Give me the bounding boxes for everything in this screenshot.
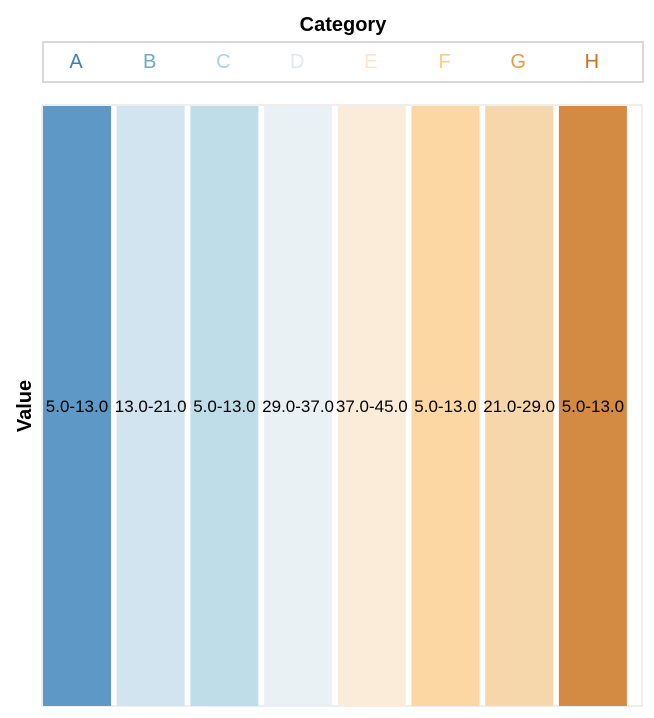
cell-label-d: 29.0-37.0 [262,397,334,416]
heatmap-cell-e [337,106,406,706]
cell-label-b: 13.0-21.0 [115,397,187,416]
cell-label-e: 37.0-45.0 [336,397,408,416]
legend: A B C D E F G H [42,41,644,83]
cell-label-c: 5.0-13.0 [193,397,255,416]
heatmap-cell-b [116,106,185,706]
cell-label-h: 5.0-13.0 [562,397,624,416]
y-axis-label: Value [14,380,36,432]
legend-item-h: H [585,51,599,73]
cell-label-g: 21.0-29.0 [483,397,555,416]
cell-label-a: 5.0-13.0 [46,397,108,416]
legend-item-f: F [438,51,450,73]
plot-area: 5.0-13.0 13.0-21.0 5.0-13.0 29.0-37.0 37.0-4… [41,104,643,707]
heatmap-cell-h [558,106,627,706]
heatmap-cell-a [43,106,111,706]
legend-item-a: A [69,51,83,73]
heatmap-cell-c [190,106,259,706]
legend-item-g: G [510,51,526,73]
heatmap-cell-d [264,106,333,706]
chart-title: Category [300,14,388,36]
legend-box [42,41,644,83]
legend-item-d: D [290,51,304,73]
heatmap-cell-g [485,106,554,706]
legend-item-b: B [143,51,156,73]
legend-item-c: C [216,51,230,73]
heatmap-cell-f [411,106,480,706]
legend-item-e: E [364,51,377,73]
cell-label-f: 5.0-13.0 [414,397,476,416]
